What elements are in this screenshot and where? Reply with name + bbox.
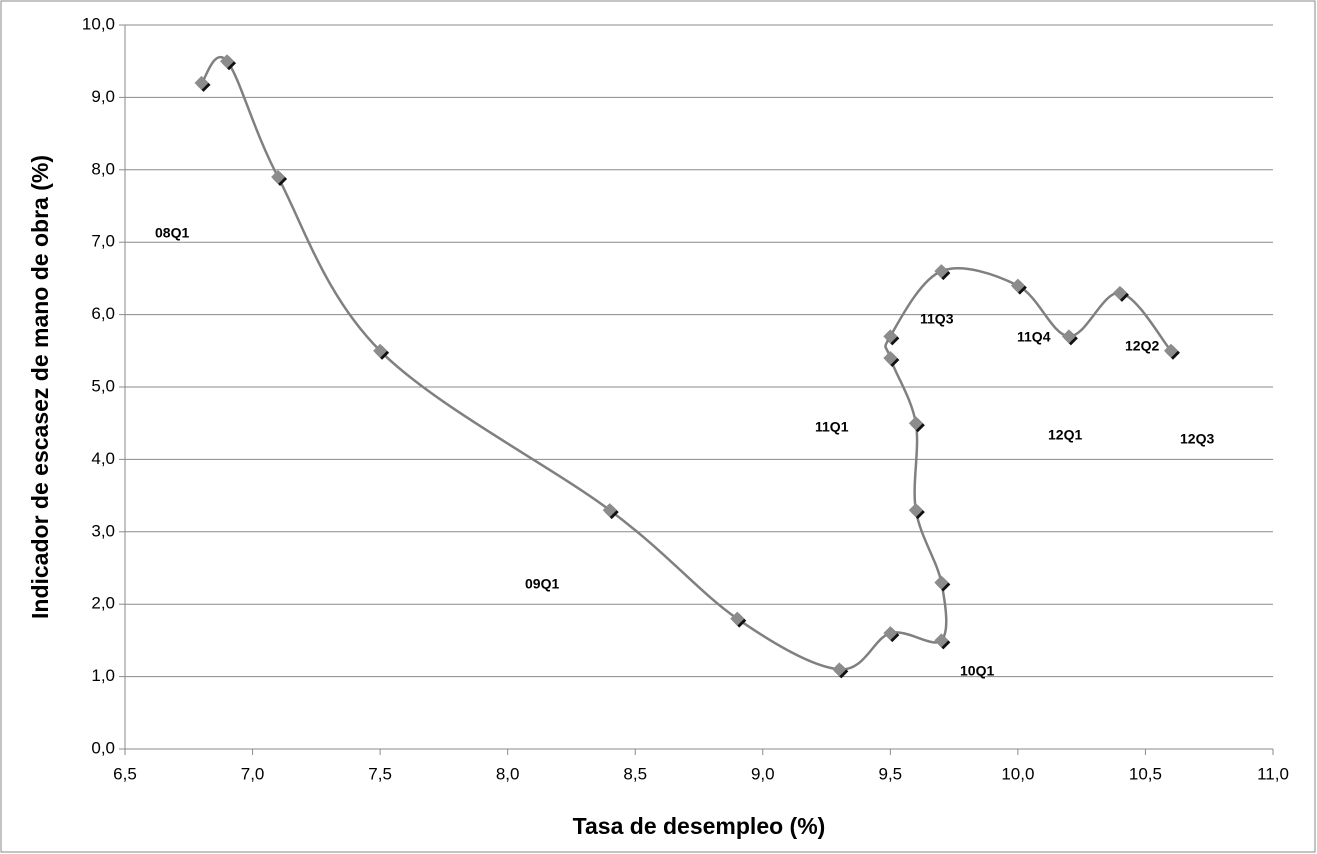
y-tick-label: 3,0 <box>91 521 115 540</box>
annotation: 11Q3 <box>920 311 954 327</box>
x-tick-label: 7,0 <box>241 764 265 783</box>
marker <box>883 626 898 641</box>
x-tick-label: 10,5 <box>1129 764 1162 783</box>
marker <box>934 575 949 590</box>
y-tick-label: 6,0 <box>91 304 115 323</box>
marker <box>373 343 388 358</box>
y-axis-title: Indicador de escasez de mano de obra (%) <box>27 155 53 619</box>
annotation: 10Q1 <box>960 663 994 679</box>
x-tick-label: 8,5 <box>623 764 647 783</box>
x-tick-label: 9,5 <box>879 764 903 783</box>
marker <box>908 503 923 518</box>
annotation: 11Q4 <box>1017 329 1051 345</box>
annotation: 09Q1 <box>525 576 559 592</box>
x-tick-label: 8,0 <box>496 764 520 783</box>
annotation: 11Q1 <box>815 419 849 435</box>
x-axis-title: Tasa de desempleo (%) <box>573 813 826 839</box>
y-tick-label: 4,0 <box>91 449 115 468</box>
marker <box>934 264 949 279</box>
x-tick-label: 7,5 <box>368 764 392 783</box>
y-tick-label: 10,0 <box>82 14 115 33</box>
marker <box>908 416 923 431</box>
annotation: 12Q3 <box>1180 431 1214 447</box>
marker <box>220 54 235 69</box>
x-tick-label: 10,0 <box>1001 764 1034 783</box>
x-tick-label: 6,5 <box>113 764 137 783</box>
annotation: 12Q2 <box>1125 338 1159 354</box>
annotation: 12Q1 <box>1048 427 1082 443</box>
y-tick-label: 2,0 <box>91 594 115 613</box>
marker <box>1061 329 1076 344</box>
y-tick-label: 9,0 <box>91 87 115 106</box>
marker <box>730 611 745 626</box>
marker <box>934 633 949 648</box>
annotation: 08Q1 <box>155 225 189 241</box>
marker <box>883 351 898 366</box>
y-tick-label: 8,0 <box>91 159 115 178</box>
marker <box>832 662 847 677</box>
y-tick-label: 1,0 <box>91 666 115 685</box>
y-tick-label: 7,0 <box>91 232 115 251</box>
y-tick-label: 5,0 <box>91 376 115 395</box>
marker <box>1010 278 1025 293</box>
y-tick-label: 0,0 <box>91 738 115 757</box>
x-tick-label: 9,0 <box>751 764 775 783</box>
x-tick-label: 11,0 <box>1257 764 1289 783</box>
marker <box>883 329 898 344</box>
marker <box>271 170 286 185</box>
marker <box>602 503 617 518</box>
marker <box>194 75 209 90</box>
marker <box>1163 343 1178 358</box>
marker <box>1112 285 1127 300</box>
